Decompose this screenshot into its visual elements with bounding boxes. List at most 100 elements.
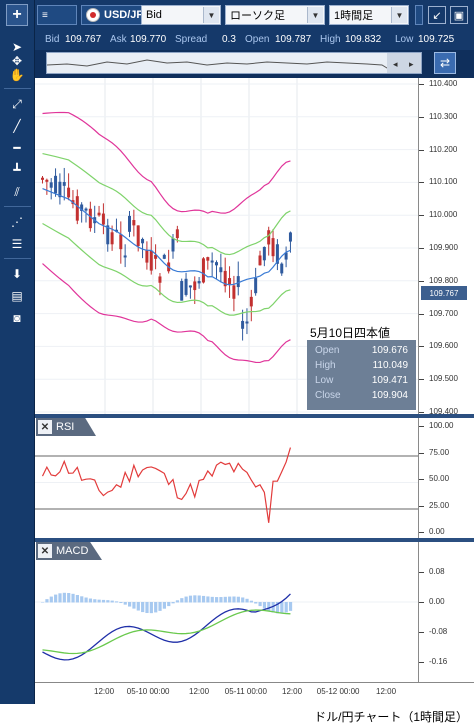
vertical-line-icon[interactable]: ┻	[13, 163, 21, 177]
time-axis-label: 12:00	[94, 687, 115, 696]
add-chart-button[interactable]: +	[6, 4, 28, 26]
time-axis-label: 05-11 00:00	[224, 687, 267, 696]
rsi-line	[41, 447, 292, 523]
candle-body	[210, 260, 214, 263]
settings-icon[interactable]: ▣	[450, 6, 468, 24]
levels-icon[interactable]: ☰	[11, 237, 23, 251]
time-axis-label: 12:00	[189, 687, 210, 696]
rsi-axis-tick-label: 0.00	[429, 527, 445, 536]
candle-body	[262, 246, 266, 261]
macd-histogram-bar	[106, 600, 110, 603]
candle-body	[197, 281, 201, 284]
price-axis-tick	[419, 280, 424, 282]
spread-value: 0.3	[222, 34, 236, 45]
trend-line-icon[interactable]: ⤢	[12, 97, 22, 111]
macd-histogram-bar	[128, 602, 132, 607]
macd-histogram-bar	[262, 602, 267, 609]
chart-navigator[interactable]: ◂ ▸	[46, 52, 422, 74]
price-axis: 110.400 110.300 110.200 110.100 110.000 109.9…	[418, 78, 474, 416]
macd-histogram-bar	[193, 595, 197, 603]
close-icon[interactable]: ✕	[38, 544, 52, 558]
bollinger-lower-2	[42, 263, 291, 364]
rsi-axis-tick-label: 100.00	[429, 421, 454, 430]
candle-body	[154, 254, 158, 259]
crosshair-icon[interactable]: ✥	[11, 54, 23, 68]
expand-icon[interactable]: ⇄	[434, 52, 456, 74]
macd-histogram-bar	[45, 599, 49, 603]
macd-histogram-bar	[236, 596, 240, 603]
macd-axis-tick-label: 0.08	[429, 567, 445, 576]
candle-body	[228, 278, 232, 285]
minimize-icon[interactable]: ↙	[428, 6, 446, 24]
macd-axis: 0.08 0.00 -0.08 -0.16	[418, 542, 474, 682]
horizontal-line-icon[interactable]: ━	[13, 141, 21, 155]
candle-body	[84, 208, 88, 211]
hand-icon[interactable]: ✋	[9, 68, 25, 82]
parallel-lines-icon[interactable]: ⫽	[14, 185, 20, 199]
macd-histogram-bar	[175, 600, 180, 603]
candle-body	[80, 204, 84, 211]
macd-histogram-bar	[271, 602, 275, 613]
macd-histogram-bar	[93, 599, 97, 603]
candle-body	[236, 276, 240, 288]
chart-type-value: ローソク足	[230, 10, 285, 22]
candle-body	[128, 215, 131, 232]
ohlc-open-value: 109.676	[371, 345, 408, 356]
currency-pair-label: USD/JPY	[104, 9, 152, 21]
close-icon[interactable]: ✕	[38, 420, 52, 434]
macd-histogram-bar	[101, 599, 106, 603]
fibonacci-icon[interactable]: ⋰	[11, 215, 23, 229]
rsi-axis-tick-label: 75.00	[429, 447, 450, 457]
pane-divider[interactable]	[35, 414, 474, 418]
candle-body	[232, 285, 236, 299]
candle-body	[62, 182, 66, 186]
macd-histogram-bar	[167, 602, 171, 607]
download-icon[interactable]: ⬇	[11, 267, 23, 281]
candle-body	[280, 263, 284, 274]
rsi-panel[interactable]	[35, 418, 418, 538]
candle-body	[245, 321, 249, 324]
macd-line	[42, 593, 291, 661]
open-value: 109.787	[275, 34, 312, 45]
chart-type-select[interactable]: ローソク足 ▼	[225, 5, 325, 25]
macd-panel[interactable]	[35, 542, 418, 682]
high-value: 109.832	[345, 34, 382, 45]
macd-histogram-bar	[206, 596, 210, 603]
macd-histogram-bar	[184, 596, 188, 603]
layout-toggle[interactable]: ≡	[37, 5, 77, 25]
chevron-down-icon: ▼	[203, 7, 219, 23]
macd-histogram-bar	[158, 602, 162, 611]
camera-icon[interactable]: ◙	[13, 311, 21, 325]
list-icon[interactable]: ▤	[11, 289, 23, 303]
candle-body	[171, 238, 175, 252]
flag-icon	[86, 8, 100, 22]
candle-body	[106, 225, 110, 245]
macd-histogram-bar	[71, 593, 75, 603]
timeframe-select[interactable]: 1時間足 ▼	[329, 5, 409, 25]
macd-histogram-bar	[284, 602, 288, 613]
low-label: Low	[395, 34, 414, 45]
candle-body	[136, 225, 140, 247]
macd-axis-tick-label: -0.08	[429, 627, 448, 636]
price-type-select[interactable]: Bid ▼	[141, 5, 221, 25]
ohlc-open-label: Open	[315, 345, 340, 356]
price-axis-tick	[419, 313, 424, 315]
rsi-axis-tick	[419, 426, 424, 427]
candle-body	[254, 278, 258, 294]
macd-histogram-bar	[119, 602, 123, 604]
chart-app: + ➤ ✥ ✋ ⤢ ╱ ━ ┻ ⫽ ⋰ ☰ ⬇ ▤ ◙ ≡ USD/JPY Bi…	[0, 0, 474, 704]
ohlc-close-value: 109.904	[371, 390, 408, 401]
pane-divider[interactable]	[35, 538, 474, 542]
rsi-axis-tick	[419, 479, 424, 480]
macd-histogram-bar	[75, 594, 79, 603]
price-axis-tick-label: 109.400	[429, 407, 458, 416]
candle-body	[101, 213, 105, 225]
macd-histogram-bar	[149, 602, 153, 614]
candle-body	[41, 177, 44, 180]
diagonal-line-icon[interactable]: ╱	[13, 119, 21, 133]
candle-body	[267, 230, 271, 245]
navigator-sparkline: ◂ ▸	[46, 53, 421, 73]
macd-histogram-bar	[41, 602, 45, 603]
cursor-icon[interactable]: ➤	[11, 40, 23, 54]
macd-histogram-bar	[254, 602, 258, 604]
